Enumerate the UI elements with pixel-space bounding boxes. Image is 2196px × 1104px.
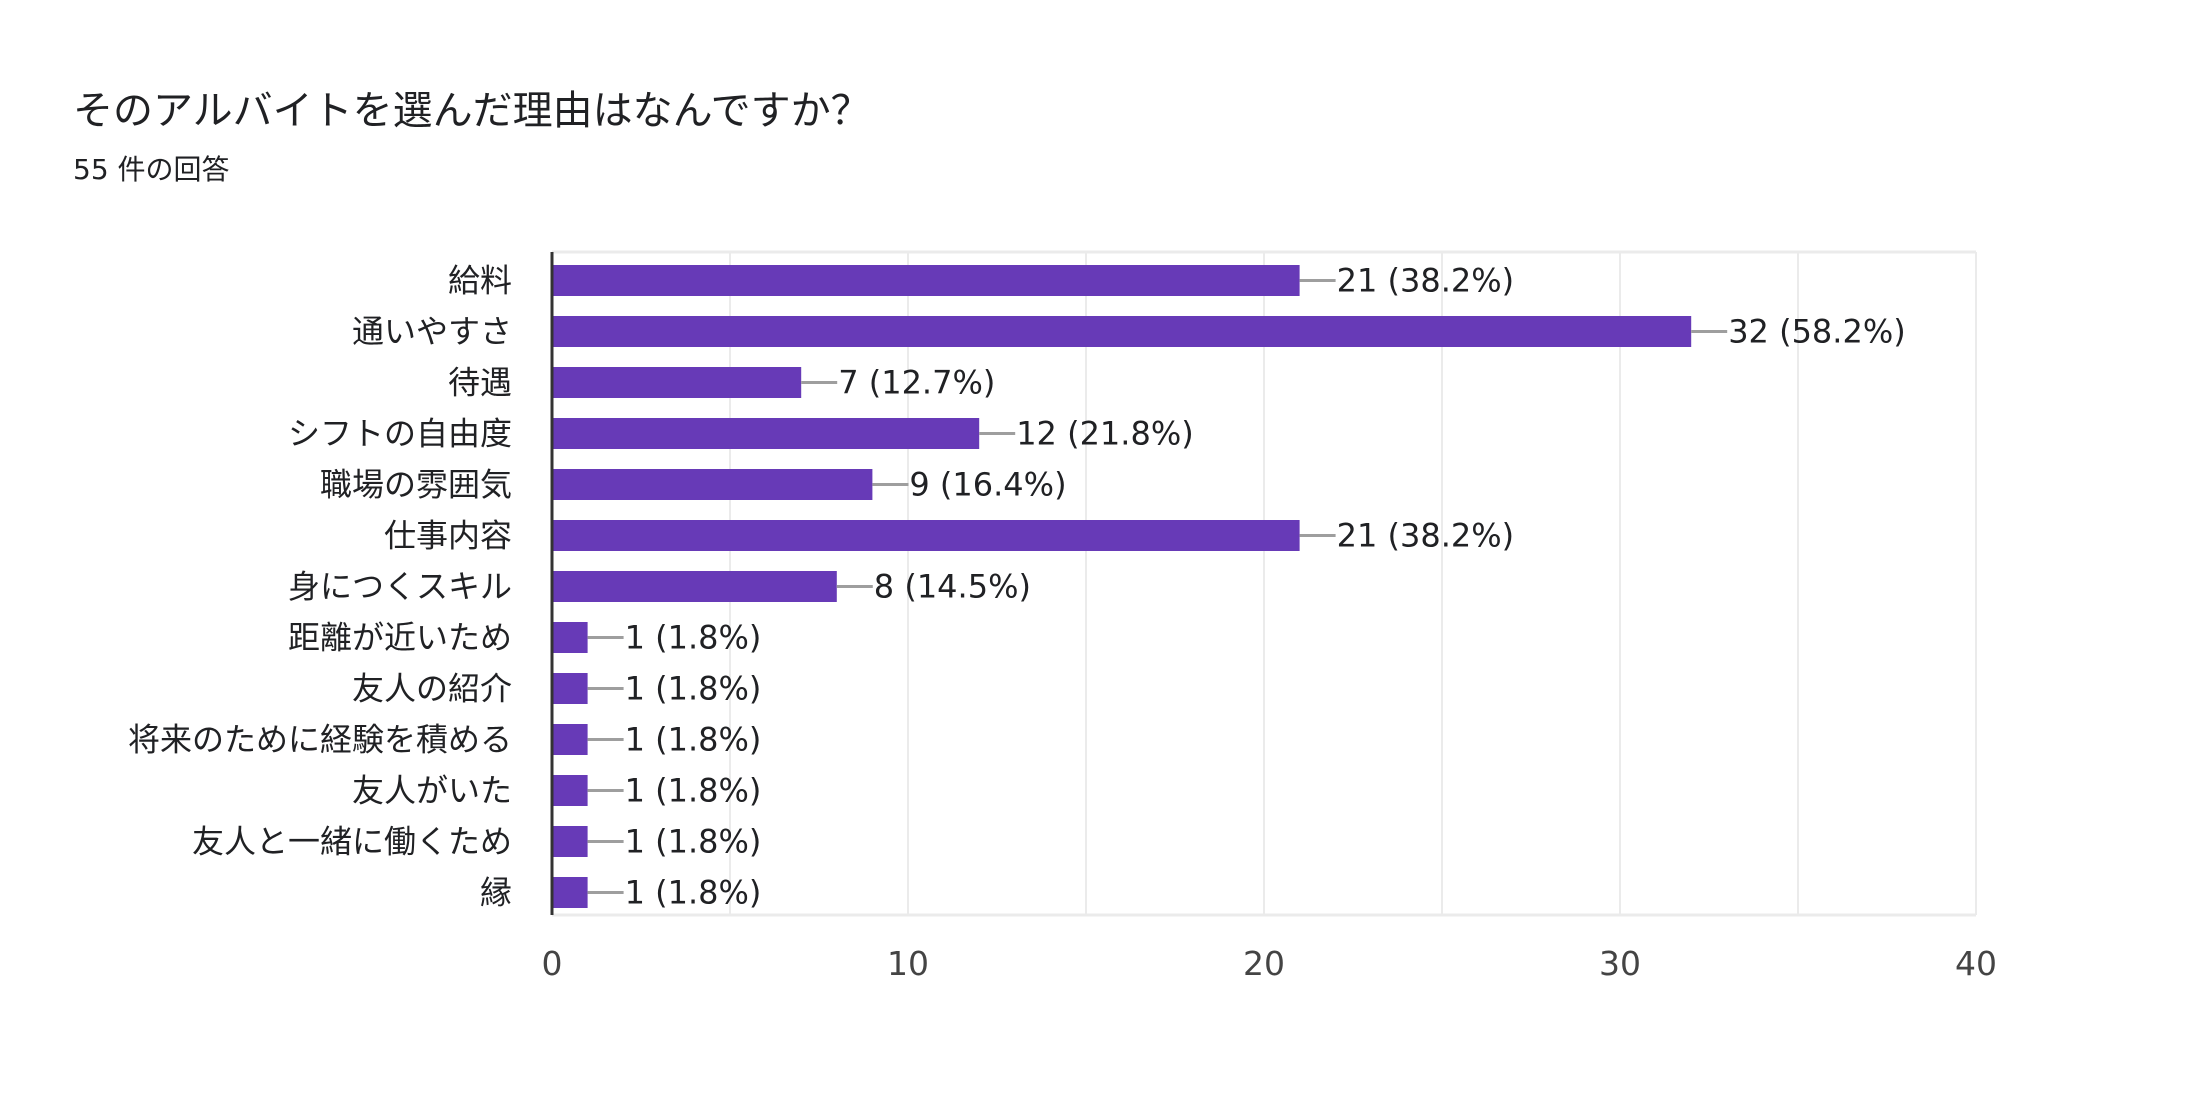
category-label: 距離が近いため (288, 619, 512, 657)
x-tick-label: 0 (542, 944, 563, 983)
x-tick-label: 40 (1955, 944, 1997, 983)
bar (552, 520, 1300, 551)
data-label: 32 (58.2%) (1728, 313, 1906, 351)
data-label: 1 (1.8%) (625, 772, 762, 810)
category-label: 職場の雰囲気 (320, 466, 512, 504)
x-tick-label: 30 (1599, 944, 1641, 983)
x-tick-label: 10 (887, 944, 929, 983)
bar (552, 469, 873, 500)
category-label: 友人と一緒に働くため (192, 823, 512, 861)
data-label: 8 (14.5%) (874, 568, 1031, 606)
data-label: 1 (1.8%) (625, 874, 762, 912)
data-label: 1 (1.8%) (625, 823, 762, 861)
data-label: 9 (16.4%) (909, 466, 1066, 504)
data-label: 1 (1.8%) (625, 670, 762, 708)
bar (552, 418, 980, 449)
category-label: 通いやすさ (352, 313, 512, 351)
category-label: 給料 (448, 262, 512, 300)
data-label: 21 (38.2%) (1337, 262, 1515, 300)
bar (552, 826, 588, 857)
bar (552, 673, 588, 704)
bar (552, 265, 1300, 296)
category-label: 友人がいた (352, 772, 512, 810)
category-label: 縁 (480, 874, 512, 912)
category-label: 仕事内容 (384, 517, 512, 555)
category-label: 友人の紹介 (352, 670, 512, 708)
bar (552, 367, 802, 398)
category-label: 待遇 (448, 364, 512, 402)
response-count: 55 件の回答 (73, 153, 230, 186)
data-label: 1 (1.8%) (625, 721, 762, 759)
bar (552, 877, 588, 908)
bar (552, 775, 588, 806)
category-label: シフトの自由度 (288, 415, 512, 453)
bar (552, 571, 837, 602)
data-label: 1 (1.8%) (625, 619, 762, 657)
data-label: 12 (21.8%) (1016, 415, 1194, 453)
bar (552, 622, 588, 653)
x-tick-label: 20 (1243, 944, 1285, 983)
data-label: 21 (38.2%) (1337, 517, 1515, 555)
data-label: 7 (12.7%) (838, 364, 995, 402)
chart-title: そのアルバイトを選んだ理由はなんですか？ (73, 88, 871, 134)
category-label: 身につくスキル (288, 568, 512, 606)
bar (552, 724, 588, 755)
category-label: 将来のために経験を積める (128, 721, 512, 759)
bar (552, 316, 1692, 347)
